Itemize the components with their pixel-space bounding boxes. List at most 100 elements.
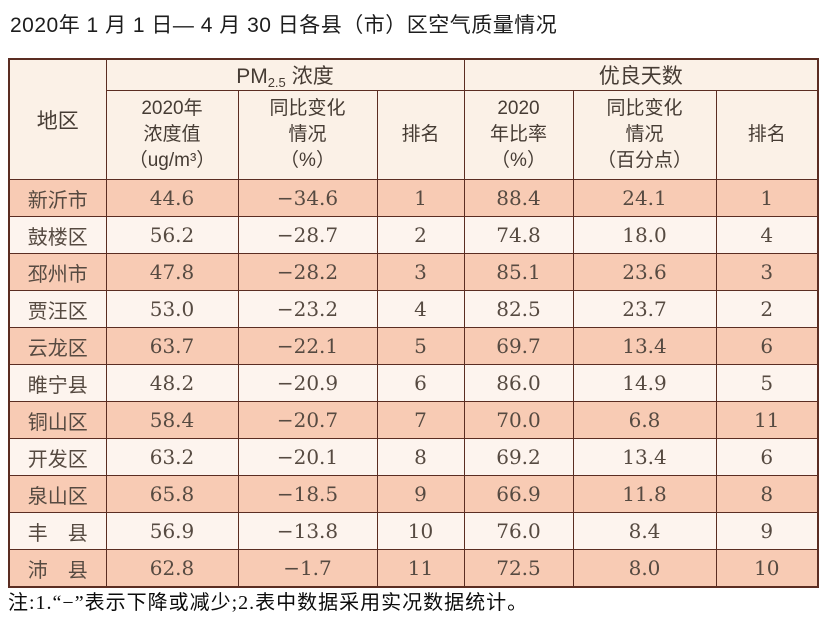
- pm-change-cell: −20.1: [237, 438, 378, 476]
- pm-rank-cell: 10: [376, 512, 465, 550]
- good-change-cell: 8.0: [572, 549, 717, 588]
- header-pm-change-line1: 同比变化: [269, 98, 346, 119]
- pm-rank-cell: 5: [376, 327, 465, 365]
- header-good-change-line2: 情况: [625, 124, 664, 145]
- table-row: 开发区 63.2 −20.1 8 69.2 13.4 6: [8, 438, 819, 476]
- good-ratio-cell: 88.4: [463, 179, 574, 217]
- good-rank-cell: 11: [715, 401, 819, 439]
- pm-change-cell: −1.7: [237, 549, 378, 588]
- header-good-ratio: 2020 年比率 （%）: [463, 90, 574, 180]
- pm-rank-cell: 6: [376, 364, 465, 402]
- page-title: 2020年 1 月 1 日— 4 月 30 日各县（市）区空气质量情况: [10, 14, 558, 37]
- pm-value-cell: 65.8: [105, 475, 239, 513]
- good-change-cell: 18.0: [572, 216, 717, 254]
- good-ratio-cell: 66.9: [463, 475, 574, 513]
- header-pm-group: PM2.5 浓度: [105, 58, 465, 91]
- table-row: 贾汪区 53.0 −23.2 4 82.5 23.7 2: [8, 290, 819, 328]
- good-change-cell: 23.6: [572, 253, 717, 291]
- header-pm-change-line3: （%）: [280, 150, 335, 171]
- region-cell: 沛 县: [8, 549, 107, 588]
- pm-subscript: 2.5: [267, 75, 286, 90]
- table-body: 新沂市 44.6 −34.6 1 88.4 24.1 1 鼓楼区 56.2 −28.7 2 74.8 1…: [8, 179, 819, 588]
- region-cell: 丰 县: [8, 512, 107, 550]
- region-cell: 贾汪区: [8, 290, 107, 328]
- header-pm-rank: 排名: [376, 90, 465, 180]
- table-row: 新沂市 44.6 −34.6 1 88.4 24.1 1: [8, 179, 819, 217]
- table-row: 沛 县 62.8 −1.7 11 72.5 8.0 10: [8, 549, 819, 588]
- pm-value-cell: 63.7: [105, 327, 239, 365]
- pm-change-cell: −28.7: [237, 216, 378, 254]
- header-pm-change: 同比变化 情况 （%）: [237, 90, 378, 180]
- good-rank-cell: 6: [715, 438, 819, 476]
- good-rank-cell: 9: [715, 512, 819, 550]
- pm-change-cell: −28.2: [237, 253, 378, 291]
- good-ratio-cell: 69.2: [463, 438, 574, 476]
- good-ratio-cell: 85.1: [463, 253, 574, 291]
- region-cell: 铜山区: [8, 401, 107, 439]
- air-quality-table: 地区 PM2.5 浓度 优良天数 2020年 浓度值 （ug/m³） 同比变化 情…: [8, 58, 819, 588]
- good-rank-cell: 3: [715, 253, 819, 291]
- good-ratio-cell: 74.8: [463, 216, 574, 254]
- pm-value-cell: 47.8: [105, 253, 239, 291]
- good-change-cell: 8.4: [572, 512, 717, 550]
- good-change-cell: 6.8: [572, 401, 717, 439]
- header-group-row: 地区 PM2.5 浓度 优良天数: [8, 58, 819, 180]
- good-change-cell: 13.4: [572, 438, 717, 476]
- good-change-cell: 24.1: [572, 179, 717, 217]
- header-pm-value-line3: （ug/m³）: [128, 150, 216, 171]
- header-good-change: 同比变化 情况 （百分点）: [572, 90, 717, 180]
- table-header: 地区 PM2.5 浓度 优良天数 2020年 浓度值 （ug/m³） 同比变化 情…: [8, 58, 819, 180]
- good-change-cell: 13.4: [572, 327, 717, 365]
- table-row: 铜山区 58.4 −20.7 7 70.0 6.8 11: [8, 401, 819, 439]
- header-sub-row: 2020年 浓度值 （ug/m³） 同比变化 情况 （%） 排名 2020 年比…: [9, 90, 819, 180]
- pm-value-cell: 62.8: [105, 549, 239, 588]
- good-rank-cell: 10: [715, 549, 819, 588]
- region-cell: 睢宁县: [8, 364, 107, 402]
- pm-value-cell: 58.4: [105, 401, 239, 439]
- good-rank-cell: 5: [715, 364, 819, 402]
- pm-change-cell: −18.5: [237, 475, 378, 513]
- region-cell: 邳州市: [8, 253, 107, 291]
- header-good-ratio-line2: 年比率: [489, 124, 547, 145]
- good-ratio-cell: 86.0: [463, 364, 574, 402]
- pm-value-cell: 48.2: [105, 364, 239, 402]
- pm-rank-cell: 4: [376, 290, 465, 328]
- pm-change-cell: −23.2: [237, 290, 378, 328]
- pm-change-cell: −34.6: [237, 179, 378, 217]
- table-row: 云龙区 63.7 −22.1 5 69.7 13.4 6: [8, 327, 819, 365]
- table-row: 睢宁县 48.2 −20.9 6 86.0 14.9 5: [8, 364, 819, 402]
- region-cell: 开发区: [8, 438, 107, 476]
- pm-value-cell: 56.9: [105, 512, 239, 550]
- header-pm-value-line1: 2020年: [141, 98, 203, 119]
- pm-change-cell: −22.1: [237, 327, 378, 365]
- header-good-ratio-line3: （%）: [491, 150, 546, 171]
- good-rank-cell: 2: [715, 290, 819, 328]
- good-change-cell: 11.8: [572, 475, 717, 513]
- footnote: 注:1.“−”表示下降或减少;2.表中数据采用实况数据统计。: [8, 592, 529, 614]
- good-rank-cell: 6: [715, 327, 819, 365]
- table-row: 邳州市 47.8 −28.2 3 85.1 23.6 3: [8, 253, 819, 291]
- header-good-rank: 排名: [715, 90, 819, 180]
- pm-value-cell: 63.2: [105, 438, 239, 476]
- pm-rank-cell: 2: [376, 216, 465, 254]
- pm-value-cell: 56.2: [105, 216, 239, 254]
- region-cell: 云龙区: [8, 327, 107, 365]
- pm-rank-cell: 3: [376, 253, 465, 291]
- pm-change-cell: −20.9: [237, 364, 378, 402]
- good-ratio-cell: 82.5: [463, 290, 574, 328]
- pm-rank-cell: 1: [376, 179, 465, 217]
- header-good-ratio-line1: 2020: [497, 98, 540, 119]
- header-region: 地区: [8, 58, 107, 180]
- region-cell: 新沂市: [8, 179, 107, 217]
- good-rank-cell: 4: [715, 216, 819, 254]
- table-row: 丰 县 56.9 −13.8 10 76.0 8.4 9: [8, 512, 819, 550]
- pm-value-cell: 44.6: [105, 179, 239, 217]
- header-good-change-line3: （百分点）: [596, 150, 692, 171]
- pm-rank-cell: 8: [376, 438, 465, 476]
- pm-change-cell: −20.7: [237, 401, 378, 439]
- pm-value-cell: 53.0: [105, 290, 239, 328]
- header-pm-value-line2: 浓度值: [143, 124, 201, 145]
- table-row: 鼓楼区 56.2 −28.7 2 74.8 18.0 4: [8, 216, 819, 254]
- pm-rank-cell: 11: [376, 549, 465, 588]
- good-ratio-cell: 76.0: [463, 512, 574, 550]
